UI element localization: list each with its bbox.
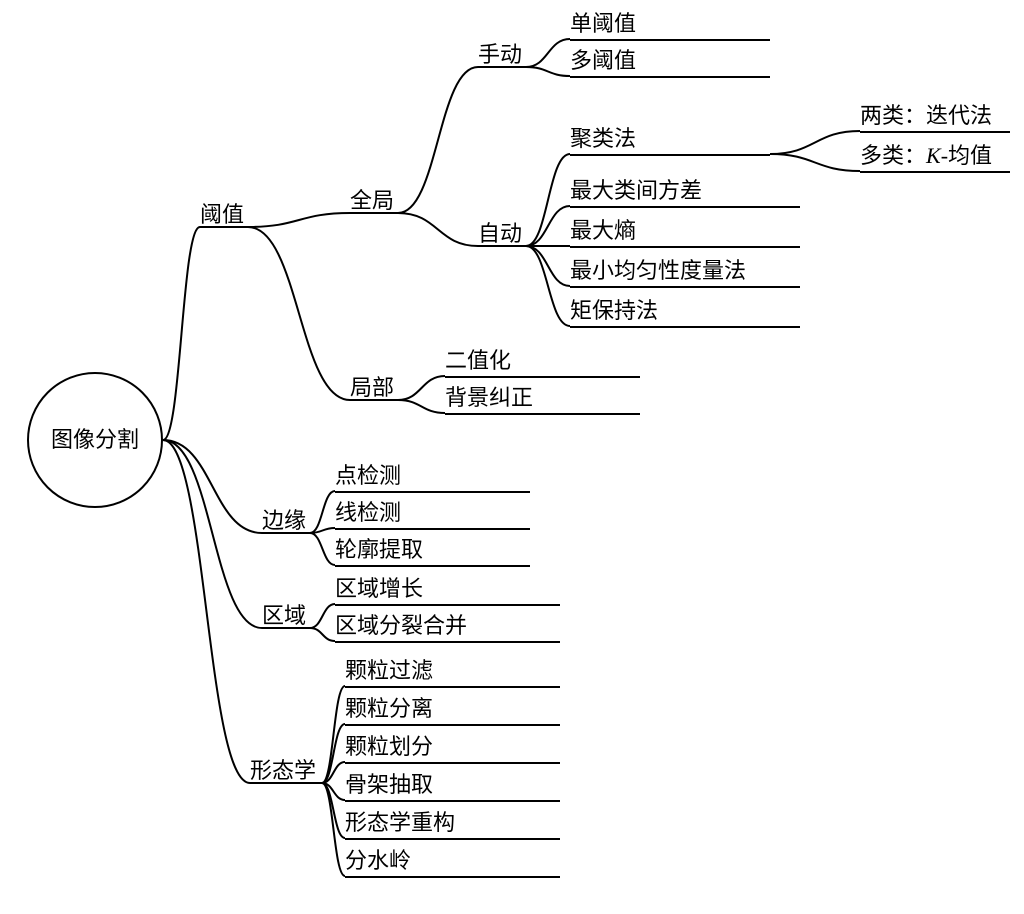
leaf-local-0: 二值化	[445, 350, 640, 378]
leaf-auto-3: 最小均匀性度量法	[570, 260, 800, 288]
leaf-local-1: 背景纠正	[445, 387, 640, 415]
leaf-morph-1: 颗粒分离	[345, 698, 560, 726]
node-local: 局部	[350, 377, 394, 399]
leaf-morph-5: 分水岭	[345, 850, 560, 878]
node-manual: 手动	[478, 44, 522, 66]
leaf-auto-0: 聚类法	[570, 128, 770, 156]
node-region: 区域	[262, 605, 306, 627]
leaf-region-1: 区域分裂合并	[335, 615, 560, 643]
leaf-cluster-1: 多类：K-均值	[860, 145, 1010, 173]
leaf-cluster-0: 两类：迭代法	[860, 105, 1010, 133]
leaf-morph-3: 骨架抽取	[345, 774, 560, 802]
node-morph: 形态学	[250, 760, 316, 782]
node-auto: 自动	[478, 223, 522, 245]
node-threshold: 阈值	[200, 204, 244, 226]
leaf-edge-1: 线检测	[335, 502, 530, 530]
leaf-manual-0: 单阈值	[570, 13, 770, 41]
leaf-manual-1: 多阈值	[570, 50, 770, 78]
leaf-auto-2: 最大熵	[570, 220, 800, 248]
leaf-morph-4: 形态学重构	[345, 812, 560, 840]
leaf-edge-2: 轮廓提取	[335, 539, 530, 567]
leaf-auto-1: 最大类间方差	[570, 180, 800, 208]
leaf-morph-0: 颗粒过滤	[345, 660, 560, 688]
node-edge: 边缘	[262, 510, 306, 532]
root-node: 图像分割	[27, 372, 163, 508]
root-label: 图像分割	[51, 429, 139, 451]
leaf-morph-2: 颗粒划分	[345, 736, 560, 764]
leaf-auto-4: 矩保持法	[570, 300, 800, 328]
leaf-region-0: 区域增长	[335, 578, 560, 606]
node-global: 全局	[350, 190, 394, 212]
leaf-edge-0: 点检测	[335, 465, 530, 493]
